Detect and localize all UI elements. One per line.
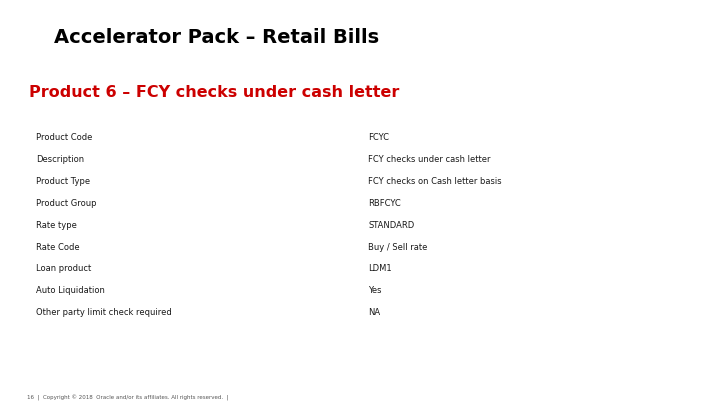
- Text: Product 6 – FCY checks under cash letter: Product 6 – FCY checks under cash letter: [29, 85, 399, 100]
- Text: Yes: Yes: [369, 286, 382, 295]
- Text: Rate type: Rate type: [36, 221, 76, 230]
- Text: NA: NA: [369, 308, 380, 317]
- Text: FCY checks under cash letter: FCY checks under cash letter: [369, 155, 491, 164]
- Text: STANDARD: STANDARD: [369, 221, 415, 230]
- Text: Product Type: Product Type: [36, 177, 90, 186]
- Text: LDM1: LDM1: [369, 264, 392, 273]
- Text: ORACLE: ORACLE: [648, 375, 697, 384]
- Text: Auto Liquidation: Auto Liquidation: [36, 286, 104, 295]
- Text: Rate Code: Rate Code: [36, 243, 79, 252]
- Text: Other party limit check required: Other party limit check required: [36, 308, 171, 317]
- Text: Product Group: Product Group: [36, 199, 96, 208]
- Text: FCYC: FCYC: [369, 133, 390, 142]
- Text: Loan product: Loan product: [36, 264, 91, 273]
- Text: Product parameters: Product parameters: [301, 112, 419, 122]
- Text: Product Code: Product Code: [36, 133, 92, 142]
- Text: 16  |  Copyright © 2018  Oracle and/or its affiliates. All rights reserved.  |: 16 | Copyright © 2018 Oracle and/or its …: [27, 394, 229, 401]
- Text: Accelerator Pack – Retail Bills: Accelerator Pack – Retail Bills: [54, 28, 379, 47]
- Text: RBFCYC: RBFCYC: [369, 199, 401, 208]
- Text: Description: Description: [36, 155, 84, 164]
- Text: FCY checks on Cash letter basis: FCY checks on Cash letter basis: [369, 177, 502, 186]
- Text: Buy / Sell rate: Buy / Sell rate: [369, 243, 428, 252]
